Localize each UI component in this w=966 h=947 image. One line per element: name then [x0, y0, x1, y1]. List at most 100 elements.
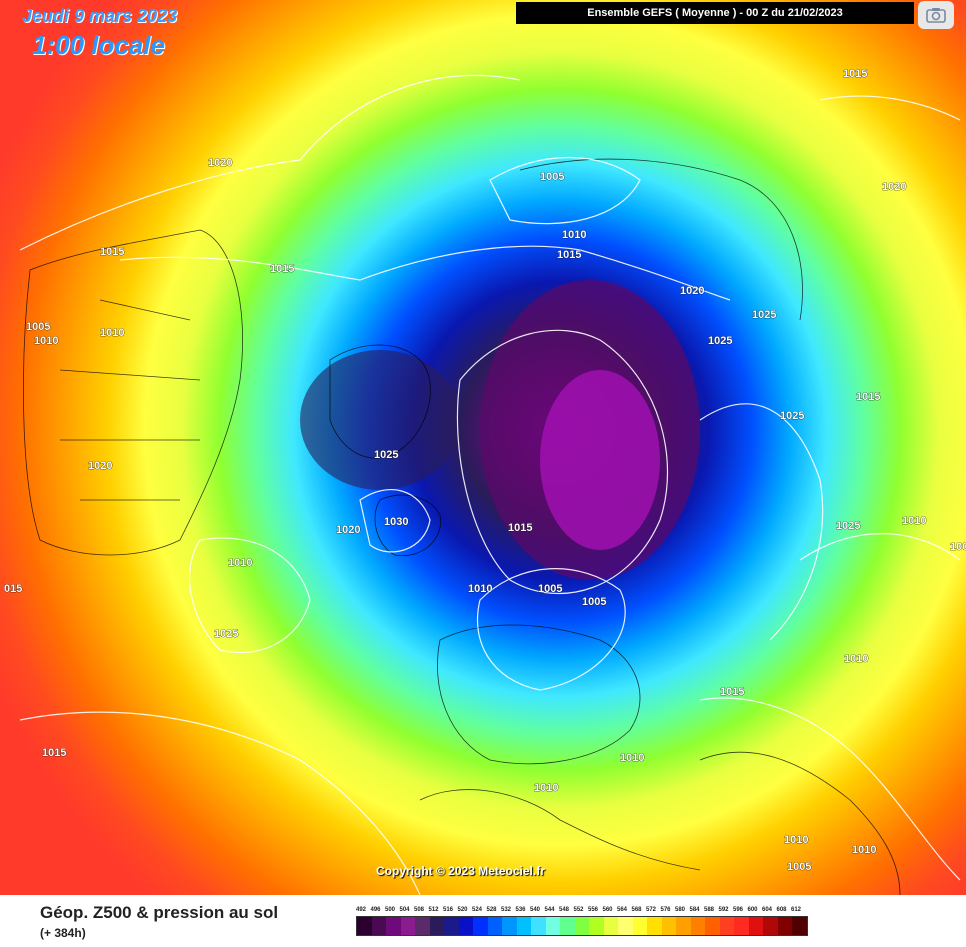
isobar-label: 015 [4, 583, 22, 595]
legend-label: 604 [762, 907, 773, 913]
legend-swatch [690, 917, 705, 935]
isobar-label: 1005 [582, 596, 606, 608]
legend-swatch [661, 917, 676, 935]
isobar-label: 1020 [882, 181, 906, 193]
legend-label: 520 [457, 907, 468, 913]
isobar-label: 1020 [336, 524, 360, 536]
isobar-label: 1030 [384, 516, 408, 528]
legend-label: 584 [689, 907, 700, 913]
isobar-label: 1015 [856, 391, 880, 403]
isobar-label: 1015 [557, 249, 581, 261]
legend-swatch [458, 917, 473, 935]
isobar-label: 1025 [836, 520, 860, 532]
isobar-label: 1010 [468, 583, 492, 595]
isobar-label: 1020 [88, 460, 112, 472]
legend-label: 512 [428, 907, 439, 913]
legend-label: 528 [486, 907, 497, 913]
color-legend: 492 496 500 504 508 512 516 520 524 528 532 536 540 5… [356, 907, 808, 936]
legend-label: 500 [385, 907, 396, 913]
legend-swatch [429, 917, 444, 935]
isobar-label: 1010 [784, 834, 808, 846]
footer: Géop. Z500 & pression au sol (+ 384h) 49… [0, 895, 966, 947]
legend-swatch [589, 917, 604, 935]
legend-label: 516 [443, 907, 454, 913]
legend-label: 572 [646, 907, 657, 913]
isobar-lines [19, 74, 961, 895]
screenshot-button[interactable] [918, 1, 954, 29]
legend-swatch [473, 917, 488, 935]
legend-swatch [676, 917, 691, 935]
isobar-label: 1015 [100, 246, 124, 258]
isobar-label: 1010 [34, 335, 58, 347]
legend-swatch [763, 917, 778, 935]
legend-swatch [734, 917, 749, 935]
isobar-label: 1005 [26, 321, 50, 333]
legend-label: 588 [704, 907, 715, 913]
legend-label: 600 [747, 907, 758, 913]
isobar-label: 1015 [720, 686, 744, 698]
legend-label: 612 [791, 907, 802, 913]
isobar-label: 1010 [100, 327, 124, 339]
isobar-label: 1010 [228, 557, 252, 569]
isobar-label: 1015 [42, 747, 66, 759]
legend-swatch [400, 917, 415, 935]
legend-swatch [560, 917, 575, 935]
legend-label: 548 [559, 907, 570, 913]
legend-label: 532 [501, 907, 512, 913]
legend-swatch [574, 917, 589, 935]
legend-label: 544 [544, 907, 555, 913]
legend-swatch [386, 917, 401, 935]
isobar-label: 1015 [843, 68, 867, 80]
legend-swatch [618, 917, 633, 935]
forecast-time: 1:00 locale [32, 30, 165, 60]
legend-swatch [777, 917, 792, 935]
isobar-label: 1025 [374, 449, 398, 461]
coastlines [23, 158, 901, 895]
legend-swatch [487, 917, 502, 935]
legend-label: 596 [733, 907, 744, 913]
legend-swatch [705, 917, 720, 935]
legend-swatch [502, 917, 517, 935]
isobar-label: 1005 [950, 541, 966, 553]
legend-swatch [444, 917, 459, 935]
legend-label: 536 [515, 907, 526, 913]
legend-label: 524 [472, 907, 483, 913]
isobar-label: 1005 [540, 171, 564, 183]
geopotential-map: 1015 1020 1005 1010 1015 1020 1015 1015 1005 1010… [0, 0, 966, 895]
legend-label: 580 [675, 907, 686, 913]
legend-labels: 492 496 500 504 508 512 516 520 524 528 532 536 540 5… [356, 907, 808, 913]
isobar-label: 1010 [534, 782, 558, 794]
map-title: Géop. Z500 & pression au sol [40, 903, 279, 922]
isobar-label: 1010 [852, 844, 876, 856]
forecast-lead-time: (+ 384h) [40, 926, 86, 940]
isobar-label: 1025 [708, 335, 732, 347]
legend-swatch [371, 917, 386, 935]
legend-label: 556 [588, 907, 599, 913]
legend-swatch [632, 917, 647, 935]
legend-swatch [531, 917, 546, 935]
isobar-label: 1015 [270, 263, 294, 275]
forecast-date: Jeudi 9 mars 2023 [22, 6, 178, 26]
legend-label: 560 [602, 907, 613, 913]
isobar-label: 1010 [844, 653, 868, 665]
legend-swatch [357, 917, 372, 935]
isobar-label: 1025 [752, 309, 776, 321]
legend-label: 540 [530, 907, 541, 913]
legend-swatch [545, 917, 560, 935]
isobar-label: 1005 [538, 583, 562, 595]
arctic-trough [300, 350, 460, 490]
legend-swatch [415, 917, 430, 935]
camera-icon [926, 8, 946, 23]
legend-swatch [748, 917, 763, 935]
legend-label: 592 [718, 907, 729, 913]
legend-label: 496 [370, 907, 381, 913]
isobar-label: 1010 [902, 515, 926, 527]
legend-swatch [647, 917, 662, 935]
isobar-label: 1015 [508, 522, 532, 534]
legend-label: 552 [573, 907, 584, 913]
legend-label: 492 [356, 907, 367, 913]
copyright-text: Copyright © 2023 Meteociel.fr [376, 864, 545, 878]
isobar-label: 1005 [787, 861, 811, 873]
legend-label: 564 [617, 907, 628, 913]
legend-color-bar [356, 916, 808, 936]
